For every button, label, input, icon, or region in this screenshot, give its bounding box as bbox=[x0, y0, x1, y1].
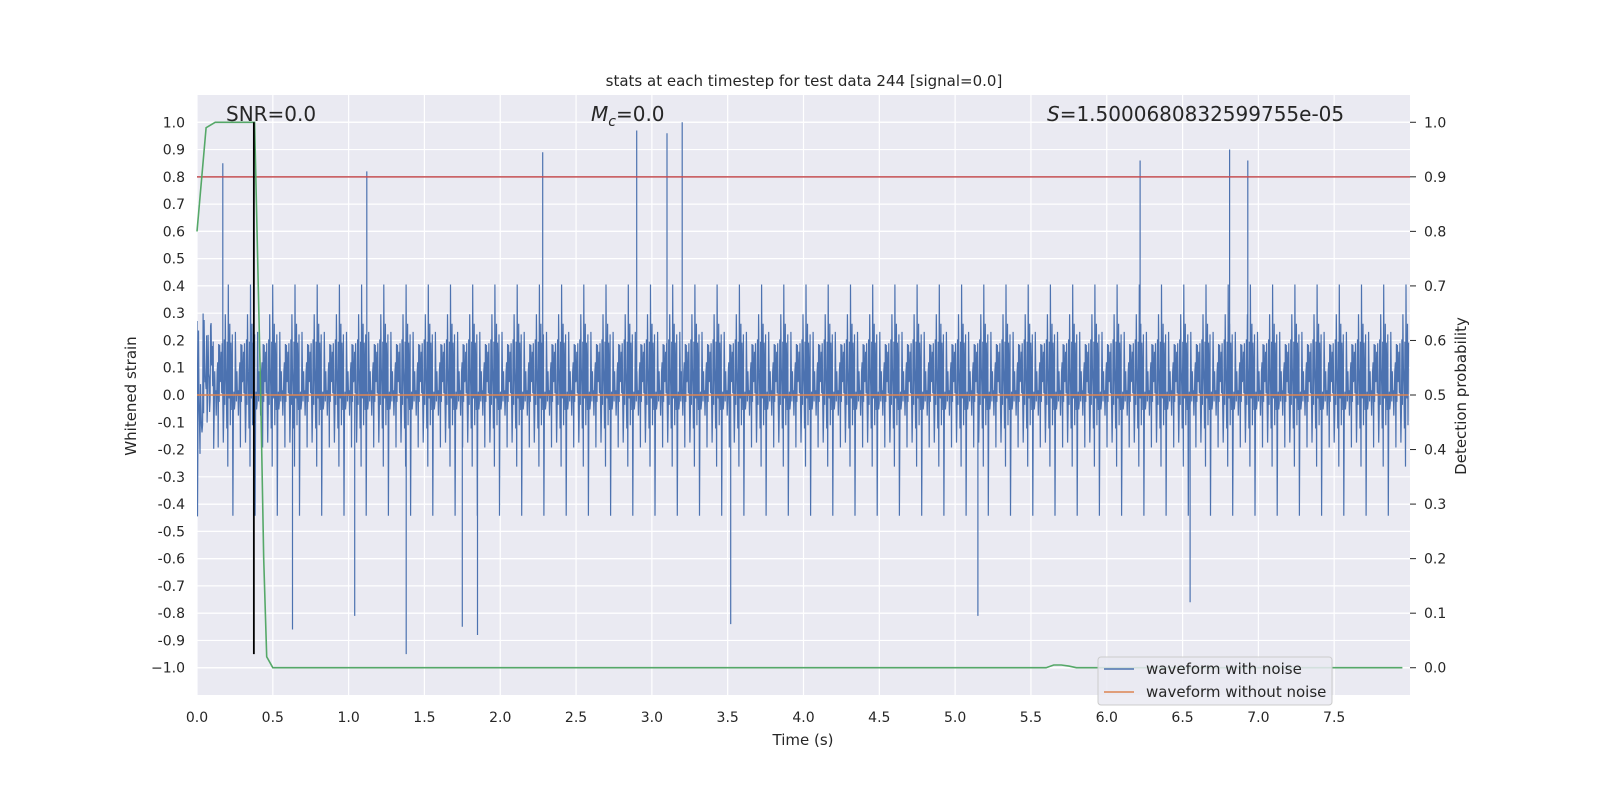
s-symbol: S bbox=[1047, 102, 1060, 126]
y-tick-label: 0.3 bbox=[163, 306, 185, 322]
x-tick-label: 0.5 bbox=[262, 710, 284, 726]
s-value: =1.5000680832599755e-05 bbox=[1060, 102, 1344, 126]
y-tick-label: 0.4 bbox=[163, 279, 185, 295]
y2-tick-label: 0.1 bbox=[1424, 606, 1446, 622]
y2-tick-label: 0.6 bbox=[1424, 333, 1446, 349]
x-tick-label: 1.5 bbox=[413, 710, 435, 726]
legend-box bbox=[1097, 656, 1333, 706]
y-tick-label: 1.0 bbox=[163, 115, 185, 131]
x-tick-label: 7.0 bbox=[1247, 710, 1269, 726]
series-waveform-with-noise bbox=[197, 122, 1410, 655]
y2-tick-label: 0.2 bbox=[1424, 552, 1446, 568]
x-tick-label: 0.0 bbox=[186, 710, 208, 726]
chart-title: stats at each timestep for test data 244… bbox=[606, 72, 1003, 90]
x-tick-label: 6.0 bbox=[1096, 710, 1118, 726]
mc-value: =0.0 bbox=[616, 102, 665, 126]
snr-annotation: SNR=0.0 bbox=[226, 102, 316, 126]
y2-axis-ticks: 1.0 0.9 0.8 0.7 0.6 0.5 0.4 0.3 0.2 0.1 0.0 bbox=[1410, 115, 1446, 677]
y-tick-label: -0.4 bbox=[158, 497, 185, 513]
mc-symbol: M bbox=[591, 102, 608, 126]
x-tick-label: 2.5 bbox=[565, 710, 587, 726]
x-tick-label: 4.5 bbox=[868, 710, 890, 726]
y2-tick-label: 0.8 bbox=[1424, 224, 1446, 240]
x-tick-label: 2.0 bbox=[489, 710, 511, 726]
x-tick-label: 3.0 bbox=[641, 710, 663, 726]
series-detection-probability bbox=[196, 121, 1403, 669]
y-axis-ticks: 1.0 0.9 0.8 0.7 0.6 0.5 0.4 0.3 0.2 0.1 0.0 -0.1 -0.… bbox=[151, 115, 185, 676]
x-axis-ticks: 0.0 0.5 1.0 1.5 2.0 2.5 3.0 3.5 4.0 4.5 5.0 5.5 6.0 6… bbox=[186, 710, 1345, 726]
y-axis-label: Whitened strain bbox=[122, 336, 140, 455]
y2-tick-label: 0.7 bbox=[1424, 279, 1446, 295]
x-tick-label: 6.5 bbox=[1171, 710, 1193, 726]
y2-tick-label: 0.5 bbox=[1424, 388, 1446, 404]
y-tick-label: -0.6 bbox=[158, 552, 185, 568]
legend-label-noise: waveform with noise bbox=[1146, 660, 1302, 678]
s-annotation: S=1.5000680832599755e-05 bbox=[1047, 102, 1344, 126]
x-tick-label: 7.5 bbox=[1323, 710, 1345, 726]
y-tick-label: 0.0 bbox=[163, 388, 185, 404]
y-tick-label: -0.5 bbox=[158, 524, 185, 540]
y2-axis-label: Detection probability bbox=[1452, 317, 1470, 475]
y-tick-label: -0.7 bbox=[158, 579, 185, 595]
y-tick-label: 0.9 bbox=[163, 143, 185, 159]
y2-tick-label: 0.3 bbox=[1424, 497, 1446, 513]
x-tick-label: 3.5 bbox=[717, 710, 739, 726]
y-tick-label: -0.8 bbox=[158, 606, 185, 622]
y-tick-label: -0.1 bbox=[158, 415, 185, 431]
y-tick-label: 0.5 bbox=[163, 252, 185, 268]
plot-content bbox=[196, 121, 1410, 669]
y-tick-label: −1.0 bbox=[151, 661, 185, 677]
y-tick-label: 0.2 bbox=[163, 333, 185, 349]
y2-tick-label: 1.0 bbox=[1424, 115, 1446, 131]
x-tick-label: 4.0 bbox=[792, 710, 814, 726]
y2-tick-label: 0.0 bbox=[1424, 661, 1446, 677]
x-tick-label: 1.0 bbox=[337, 710, 359, 726]
legend: waveform with noise waveform without noi… bbox=[1097, 656, 1333, 706]
y-tick-label: 0.8 bbox=[163, 170, 185, 186]
y2-tick-label: 0.4 bbox=[1424, 443, 1446, 459]
y-tick-label: -0.3 bbox=[158, 470, 185, 486]
x-axis-label: Time (s) bbox=[772, 731, 834, 749]
x-tick-label: 5.0 bbox=[944, 710, 966, 726]
y-tick-label: 0.1 bbox=[163, 361, 185, 377]
mc-subscript: c bbox=[608, 114, 616, 130]
legend-label-clean: waveform without noise bbox=[1146, 683, 1326, 701]
mc-annotation: Mc=0.0 bbox=[591, 102, 665, 130]
y-tick-label: -0.2 bbox=[158, 443, 185, 459]
y-tick-label: -0.9 bbox=[158, 633, 185, 649]
y2-tick-label: 0.9 bbox=[1424, 170, 1446, 186]
y-tick-label: 0.6 bbox=[163, 224, 185, 240]
x-tick-label: 5.5 bbox=[1020, 710, 1042, 726]
y-tick-label: 0.7 bbox=[163, 197, 185, 213]
